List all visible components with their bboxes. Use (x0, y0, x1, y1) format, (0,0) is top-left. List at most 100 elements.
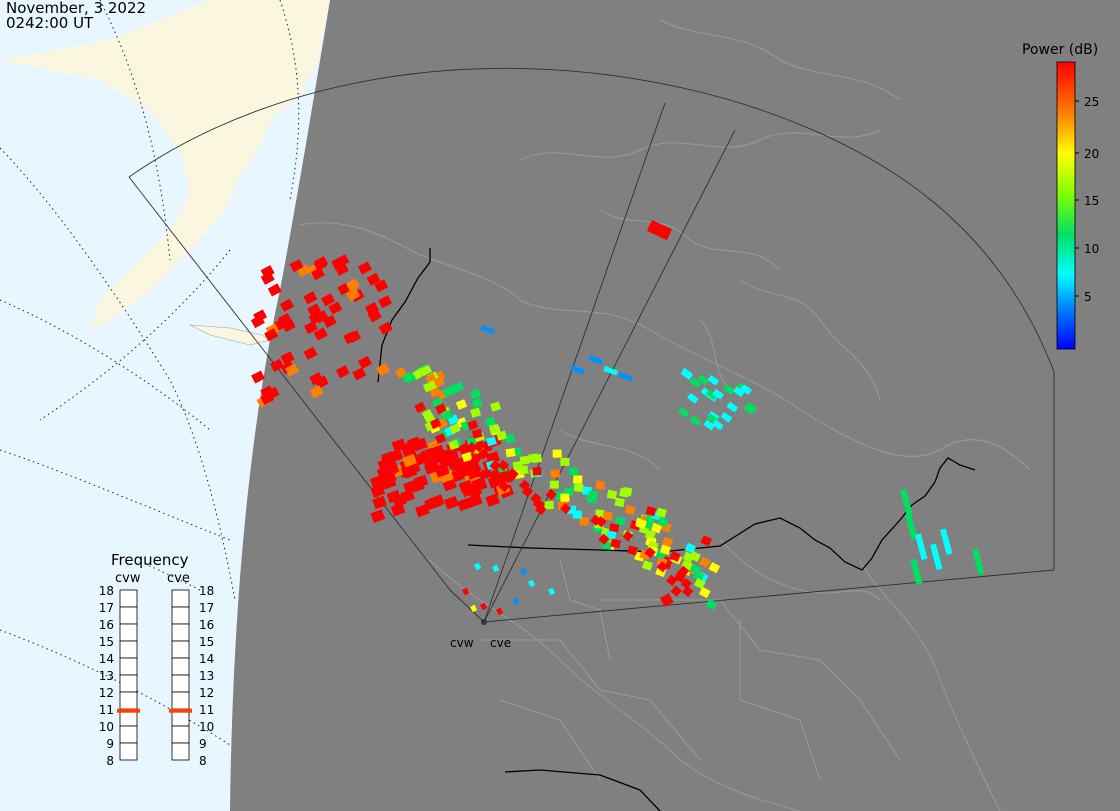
echo-cell (681, 369, 693, 380)
echo-cell (595, 480, 606, 490)
echo-cell (547, 587, 556, 596)
radar-echoes (250, 219, 985, 616)
echo-cell (530, 492, 542, 505)
echo-cell (495, 607, 504, 616)
echo-cell (328, 301, 343, 315)
echo-cell (449, 423, 461, 435)
echo-cell (606, 489, 618, 500)
echo-cell (345, 278, 360, 292)
echo-cell (528, 453, 539, 463)
echo-cell (381, 475, 397, 490)
echo-cell (650, 522, 662, 534)
freq-tick-label: 12 (99, 686, 114, 700)
echo-cell (367, 309, 382, 323)
freq-tick-label: 17 (199, 601, 214, 615)
echo-cell (404, 372, 417, 384)
echo-cell (733, 386, 745, 398)
echo-cell (251, 370, 266, 384)
echo-cell (308, 311, 323, 325)
echo-cell (429, 494, 445, 508)
echo-cell (486, 436, 497, 447)
echo-cell (519, 455, 530, 465)
echo-cell (573, 483, 584, 493)
station-markers: cvw cve (450, 619, 511, 650)
echo-cell (485, 451, 501, 465)
echo-cell (535, 504, 547, 516)
echo-cell (573, 475, 583, 484)
echo-cell (469, 388, 481, 400)
power-tick-label: 5 (1084, 290, 1092, 304)
power-tick-label: 15 (1084, 194, 1099, 208)
echo-cell (487, 475, 503, 489)
echo-cell (550, 469, 560, 478)
echo-cell (568, 467, 579, 476)
echo-cell (462, 587, 470, 596)
echo-cell (677, 407, 690, 418)
power-tick-label: 25 (1084, 95, 1099, 109)
land-alaska (0, 0, 330, 330)
freq-tick-label: 9 (106, 737, 114, 751)
echo-cell (697, 374, 709, 386)
echo-cell (712, 419, 724, 431)
echo-cell (609, 523, 620, 533)
echo-cell (304, 320, 318, 335)
echo-cell (264, 328, 279, 342)
freq-cell (119, 674, 138, 693)
echo-cell (490, 401, 502, 412)
echo-cell (335, 365, 350, 379)
echo-cell (656, 507, 667, 518)
echo-cell (560, 457, 570, 466)
freq-tick-label: 14 (199, 652, 214, 666)
freq-tick-label: 8 (106, 754, 114, 768)
freq-tick-label: 14 (99, 652, 114, 666)
echo-cell (364, 302, 379, 316)
echo-cell (321, 293, 336, 307)
echo-cell (474, 562, 482, 571)
echo-cell (662, 536, 674, 548)
echo-cell (491, 564, 500, 573)
echo-cell (552, 449, 562, 458)
echo-cell (519, 479, 531, 491)
echo-cell (406, 436, 422, 450)
graticule (0, 0, 300, 746)
echo-cell (430, 451, 446, 465)
echo-cell (281, 318, 296, 333)
echo-cell (505, 448, 516, 458)
timestamp: November, 3 2022 0242:00 UT (6, 1, 146, 31)
echo-cell (378, 295, 393, 309)
echo-cell (469, 604, 478, 613)
echo-cell (421, 408, 434, 421)
echo-cell (435, 403, 447, 415)
echo-cell (700, 535, 712, 547)
frequency-panel: Frequency cvw cve 18 17 16 15 14 13 12 11 10 9 8 18… (99, 551, 215, 768)
echo-cell (452, 381, 464, 393)
echo-cell (415, 503, 430, 518)
echo-cell (705, 599, 718, 611)
night-terminator (230, 0, 1120, 811)
freq-cell (171, 606, 190, 625)
echo-cell (712, 388, 724, 400)
echo-cell (314, 375, 329, 389)
station-dot (481, 619, 487, 625)
echo-cell (972, 548, 985, 576)
freq-cell (119, 606, 138, 625)
echo-cell (267, 283, 282, 297)
echo-cell (677, 565, 690, 577)
echo-cell (467, 419, 479, 431)
echo-cell (656, 561, 669, 573)
echo-cell (461, 451, 473, 463)
echo-cell (519, 567, 528, 576)
echo-cell (414, 401, 426, 414)
echo-cell (560, 493, 570, 502)
freq-selected-marker (169, 708, 192, 713)
echo-cell (603, 365, 619, 376)
echo-cell (309, 372, 324, 386)
echo-cell (378, 321, 393, 335)
echo-cell (579, 516, 589, 526)
freq-tick-label: 15 (199, 635, 214, 649)
echo-cell (605, 530, 617, 541)
echo-cell (388, 448, 404, 463)
echo-cell (277, 312, 292, 327)
echo-cell (708, 562, 721, 574)
